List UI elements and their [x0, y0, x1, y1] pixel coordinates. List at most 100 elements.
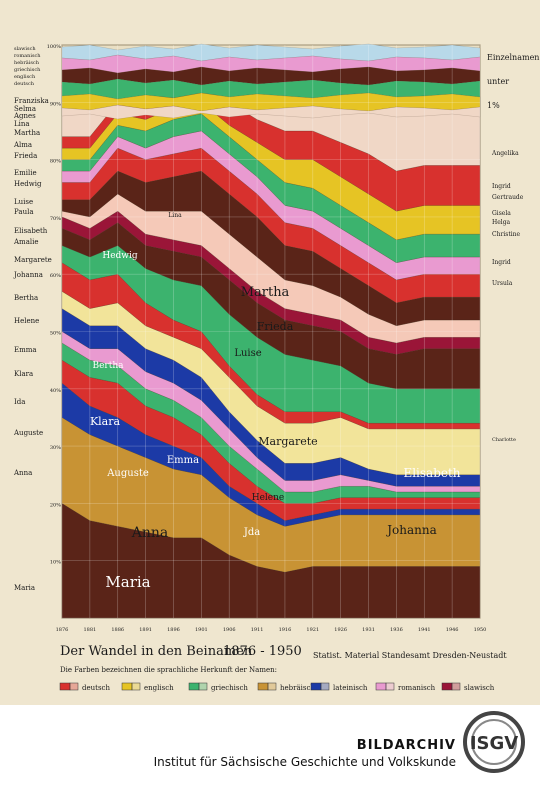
- inner-label-helene: Helene: [252, 493, 285, 503]
- left-name-labels: slawischromanischhebräischgriechischengl…: [13, 46, 52, 592]
- y-tick: 30%: [50, 445, 61, 451]
- inner-label-margarete: Margarete: [258, 435, 317, 448]
- left-label: Johanna: [13, 271, 43, 279]
- left-label: Frieda: [14, 152, 37, 160]
- summary-band-6: [61, 104, 481, 120]
- x-tick-1926: 1926: [334, 627, 347, 633]
- right-label: Christine: [492, 231, 521, 238]
- y-tick: 20%: [50, 502, 61, 508]
- left-label: Helene: [14, 317, 39, 325]
- y-tick: 50%: [50, 331, 61, 337]
- inner-label-maria: Maria: [105, 573, 150, 591]
- legend-swatch-light-griechisch: [198, 682, 208, 691]
- chart-subtitle: Die Farben bezeichnen die sprachliche He…: [60, 666, 277, 674]
- x-tick-1881: 1881: [83, 627, 96, 633]
- left-label: Lina: [14, 120, 30, 128]
- legend-swatch-light-lateinisch: [320, 682, 330, 691]
- legend-label-deutsch: deutsch: [82, 684, 110, 692]
- left-label: slawisch: [14, 46, 36, 52]
- x-tick-1896: 1896: [167, 627, 180, 633]
- legend-label-englisch: englisch: [144, 684, 174, 692]
- footer-subtitle: Institut für Sächsische Geschichte und V…: [153, 755, 456, 769]
- legend-swatch-lateinisch: [310, 682, 322, 691]
- x-tick-1936: 1936: [390, 627, 403, 633]
- y-tick: 60%: [50, 273, 61, 279]
- left-label: englisch: [14, 74, 36, 80]
- legend-label-slawisch: slawisch: [464, 684, 495, 692]
- x-tick-1950: 1950: [474, 627, 487, 633]
- y-tick: 70%: [50, 216, 61, 222]
- left-label: Franziska: [14, 97, 49, 105]
- left-label: Alma: [13, 141, 32, 149]
- y-tick: 100%: [47, 44, 62, 50]
- left-label: Agnes: [13, 112, 36, 120]
- inner-label-johanna: Johanna: [385, 523, 437, 537]
- right-label-part: 1%: [487, 101, 500, 110]
- left-label: Martha: [14, 129, 40, 137]
- legend-swatch-slawisch: [441, 682, 453, 691]
- x-tick-labels: 1876 1881 1886 1891 1896 1901 1906 1911 1916 1921…: [56, 627, 487, 633]
- inner-name-labels: Hedwig Martha Frieda Luise Bertha Margarete Kl…: [90, 212, 461, 591]
- chart-title: Der Wandel in den Beinamen: [60, 644, 253, 659]
- y-tick-labels: 100% 90% 80% 70% 60% 50% 40% 30% 20% 10%: [47, 44, 62, 566]
- legend-swatch-light-slawisch: [451, 682, 461, 691]
- left-label: Auguste: [13, 429, 43, 437]
- inner-label-anna: Anna: [131, 525, 169, 541]
- origin-summary-strip: [61, 43, 481, 120]
- left-label: hebräisch: [14, 60, 40, 66]
- x-tick-1886: 1886: [111, 627, 124, 633]
- right-label: Gertraude: [492, 194, 524, 201]
- right-label: Gisela: [492, 210, 511, 217]
- x-tick-1911: 1911: [251, 627, 264, 633]
- inner-label-martha: Martha: [241, 285, 290, 300]
- logo-text: ISGV: [470, 733, 518, 754]
- left-label: Margarete: [14, 256, 52, 264]
- x-tick-1946: 1946: [446, 627, 459, 633]
- inner-label-hedwig: Hedwig: [102, 251, 138, 261]
- left-label: Emilie: [14, 169, 37, 177]
- inner-label-jda: Jda: [243, 527, 260, 538]
- right-label-part: unter: [487, 77, 509, 86]
- left-label: Selma: [14, 105, 36, 113]
- x-tick-1916: 1916: [279, 627, 292, 633]
- left-label: griechisch: [14, 67, 41, 73]
- y-tick: 90%: [50, 101, 61, 107]
- inner-label-emma: Emma: [167, 455, 199, 466]
- right-label: Charlotte: [492, 437, 516, 443]
- left-label: Maria: [14, 584, 35, 592]
- legend-swatch-englisch: [121, 682, 133, 691]
- inner-label-elisabeth: Elisabeth: [403, 466, 460, 480]
- footer-title: BILDARCHIV: [356, 738, 456, 753]
- x-tick-1876: 1876: [56, 627, 69, 633]
- legend-label-romanisch: romanisch: [398, 684, 436, 692]
- left-label: Ida: [14, 398, 25, 406]
- left-label: Anna: [13, 469, 32, 477]
- x-tick-1901: 1901: [195, 627, 208, 633]
- right-name-labels: Einzelnamen unter 1% Angelika Ingrid Gertraud…: [487, 53, 539, 443]
- y-tick: 40%: [50, 388, 61, 394]
- left-label: Elisabeth: [14, 227, 48, 235]
- stream-bands: [61, 61, 481, 619]
- left-label: Paula: [14, 208, 34, 216]
- legend-label-hebräisch: hebräisch: [280, 684, 315, 692]
- x-tick-1906: 1906: [223, 627, 236, 633]
- isgv-logo-icon: ISGV: [463, 711, 525, 773]
- legend-swatch-griechisch: [188, 682, 200, 691]
- x-tick-1921: 1921: [306, 627, 319, 633]
- y-tick: 80%: [50, 159, 61, 165]
- left-label: romanisch: [14, 53, 41, 59]
- chart-years: 1876 - 1950: [223, 644, 302, 659]
- inner-label-klara: Klara: [90, 415, 121, 428]
- inner-label-lina: Lina: [168, 212, 182, 219]
- legend-swatch-light-deutsch: [69, 682, 79, 691]
- chart-svg: Hedwig Martha Frieda Luise Bertha Margarete Kl…: [13, 43, 539, 692]
- right-label: Ingrid: [492, 183, 511, 190]
- right-label-einzelnamen: Einzelnamen unter 1%: [487, 53, 539, 110]
- chart-source: Statist. Material Standesamt Dresden-Neu…: [313, 651, 507, 660]
- footer-bar: [0, 705, 540, 785]
- left-label: Hedwig: [14, 180, 42, 188]
- grid-lines: [61, 44, 481, 619]
- legend-swatch-hebräisch: [257, 682, 269, 691]
- right-label: Ingrid: [492, 259, 511, 266]
- legend-swatch-light-romanisch: [385, 682, 395, 691]
